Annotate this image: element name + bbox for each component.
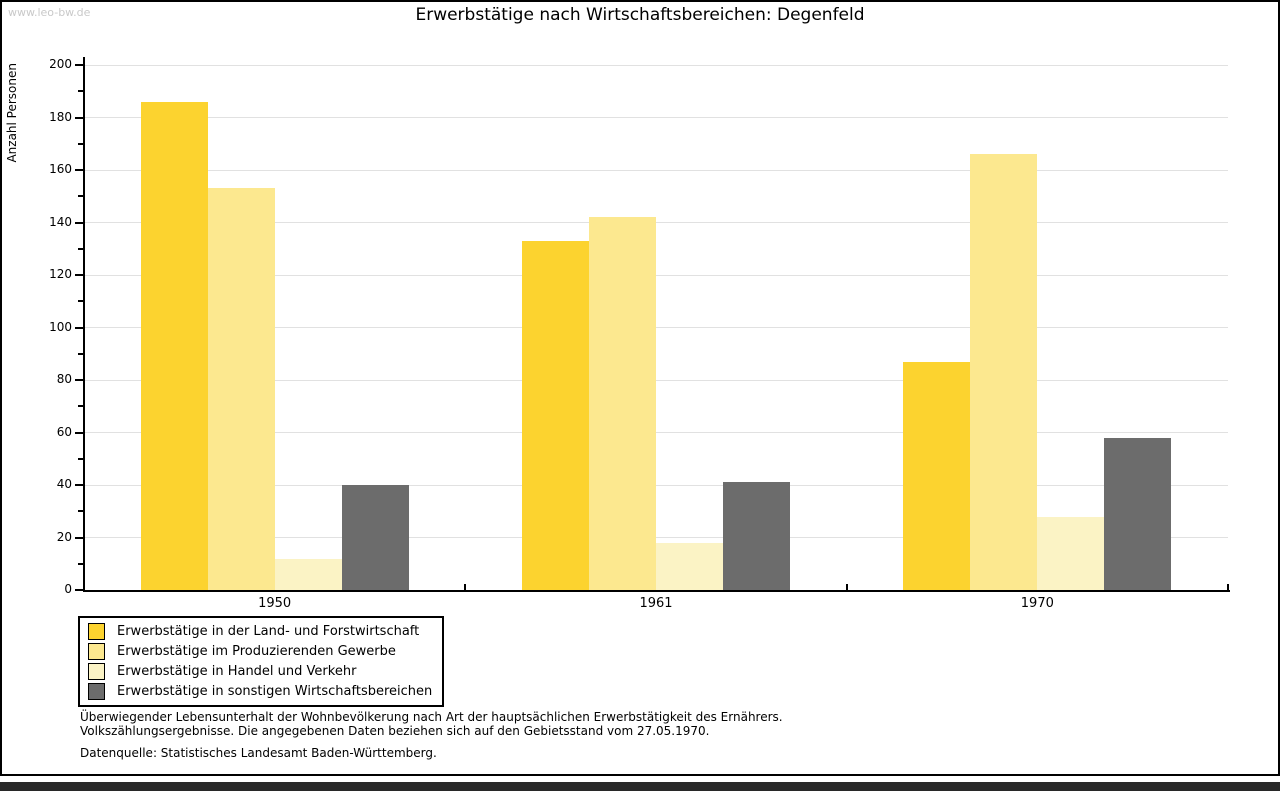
data-source-text: Datenquelle: Statistisches Landesamt Bad… <box>80 746 437 760</box>
legend-color-swatch <box>88 663 105 680</box>
y-tick-label: 40 <box>56 477 72 491</box>
y-gridline <box>85 484 1228 486</box>
y-major-tick <box>75 431 84 434</box>
bar-1970-series-2 <box>970 154 1038 590</box>
y-tick-label: 120 <box>49 267 72 281</box>
y-major-tick <box>75 379 84 381</box>
y-axis-line <box>83 57 85 592</box>
x-category-label: 1950 <box>258 596 292 611</box>
y-gridline <box>85 537 1228 538</box>
y-tick-label: 0 <box>64 582 72 596</box>
y-minor-tick <box>78 90 84 93</box>
y-major-tick <box>75 326 84 329</box>
y-gridline <box>85 274 1228 276</box>
y-minor-tick <box>78 300 84 303</box>
legend-label: Erwerbstätige in sonstigen Wirtschaftsbe… <box>117 684 433 699</box>
bottom-edge-bar <box>0 782 1280 791</box>
x-tick <box>845 584 848 590</box>
bar-1950-series-3 <box>274 558 342 590</box>
legend-item-3: Erwerbstätige in Handel und Verkehr <box>88 663 432 680</box>
legend-label: Erwerbstätige im Produzierenden Gewerbe <box>117 644 396 659</box>
legend-color-swatch <box>88 683 105 700</box>
y-tick-label: 20 <box>56 529 72 544</box>
y-minor-tick <box>78 352 84 355</box>
y-major-tick <box>75 116 84 119</box>
bar-1950-series-4 <box>341 485 409 590</box>
bar-1950-series-2 <box>207 188 275 590</box>
y-tick-label: 80 <box>56 372 72 386</box>
y-tick-label: 60 <box>56 424 72 439</box>
bar-1970-series-4 <box>1104 437 1172 590</box>
footnote-line-2: Volkszählungsergebnisse. Die angegebenen… <box>80 724 710 738</box>
footnote-text: Überwiegender Lebensunterhalt der Wohnbe… <box>80 710 783 738</box>
legend: Erwerbstätige in der Land- und Forstwirt… <box>78 616 445 707</box>
bar-1961-series-4 <box>723 482 790 590</box>
y-minor-tick <box>78 510 84 513</box>
y-gridline <box>85 432 1228 433</box>
y-major-tick <box>75 589 84 591</box>
y-tick-label: 100 <box>49 319 72 334</box>
legend-color-swatch <box>88 623 105 640</box>
x-category-label: 1970 <box>1020 596 1054 611</box>
y-minor-tick <box>78 457 84 460</box>
y-gridline <box>85 117 1228 118</box>
x-axis-line <box>83 590 1230 592</box>
y-minor-tick <box>78 195 84 198</box>
y-gridline <box>85 169 1228 171</box>
bar-1961-series-3 <box>656 542 723 590</box>
y-major-tick <box>75 536 84 539</box>
y-minor-tick <box>78 247 84 250</box>
x-tick <box>464 584 467 590</box>
y-gridline <box>85 327 1228 328</box>
y-tick-label: 140 <box>49 214 72 229</box>
bar-1950-series-1 <box>140 101 208 590</box>
bar-1970-series-3 <box>1037 516 1105 590</box>
y-tick-label: 160 <box>49 162 72 176</box>
y-minor-tick <box>78 405 84 408</box>
y-tick-label: 180 <box>49 109 72 124</box>
footnote-line-1: Überwiegender Lebensunterhalt der Wohnbe… <box>80 710 783 724</box>
y-minor-tick <box>78 142 84 145</box>
legend-item-4: Erwerbstätige in sonstigen Wirtschaftsbe… <box>88 683 432 700</box>
bar-1961-series-2 <box>589 217 656 590</box>
y-major-tick <box>75 64 84 66</box>
y-minor-tick <box>78 562 84 565</box>
legend-color-swatch <box>88 643 105 660</box>
page-title: Erwerbstätige nach Wirtschaftsbereichen:… <box>415 5 865 25</box>
y-gridline <box>85 379 1228 381</box>
bar-1961-series-1 <box>522 240 589 590</box>
bar-1970-series-1 <box>903 361 971 590</box>
y-gridline <box>85 64 1228 66</box>
watermark: www.leo-bw.de <box>8 6 91 19</box>
y-gridline <box>85 222 1228 223</box>
y-major-tick <box>75 169 84 171</box>
legend-item-1: Erwerbstätige in der Land- und Forstwirt… <box>88 623 432 640</box>
y-major-tick <box>75 484 84 486</box>
x-category-label: 1961 <box>639 596 673 611</box>
legend-item-2: Erwerbstätige im Produzierenden Gewerbe <box>88 643 432 660</box>
x-tick <box>1227 584 1229 590</box>
y-major-tick <box>75 221 84 224</box>
legend-label: Erwerbstätige in Handel und Verkehr <box>117 664 357 679</box>
y-tick-label: 200 <box>49 57 72 71</box>
legend-label: Erwerbstätige in der Land- und Forstwirt… <box>117 624 420 639</box>
y-major-tick <box>75 274 84 276</box>
